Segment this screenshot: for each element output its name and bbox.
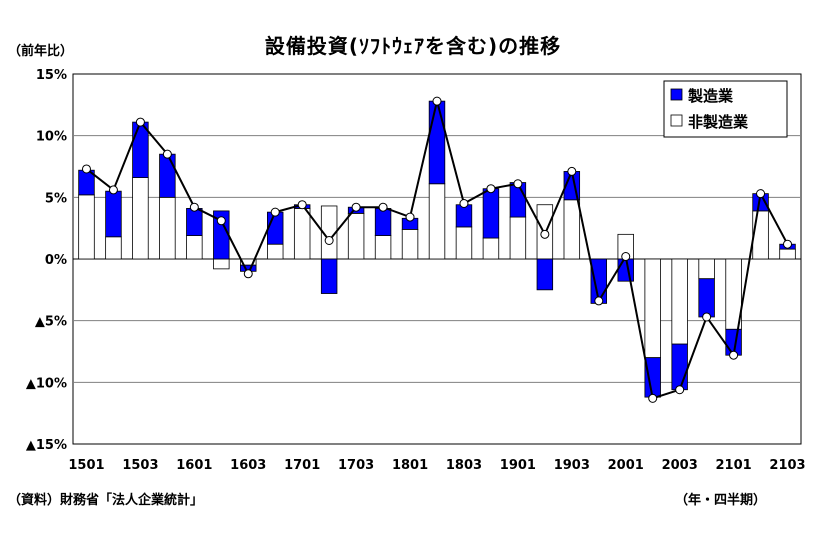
- bar-nonmanufacturing: [293, 208, 311, 260]
- point-total: [135, 117, 145, 127]
- x-tick-label: 1601: [176, 458, 212, 473]
- point-total: [378, 202, 388, 212]
- x-tick-label: 1503: [122, 458, 158, 473]
- bar-nonmanufacturing: [213, 258, 230, 270]
- bar-manufacturing: [132, 121, 149, 178]
- point-total: [297, 200, 307, 210]
- y-tick-label: 15%: [36, 68, 67, 83]
- bar-manufacturing: [374, 208, 392, 236]
- point-total: [270, 207, 280, 217]
- bar-nonmanufacturing: [347, 212, 365, 260]
- bar-nonmanufacturing: [428, 183, 446, 260]
- bar-nonmanufacturing: [644, 258, 661, 359]
- point-total: [540, 229, 550, 239]
- bar-manufacturing: [159, 153, 176, 198]
- bar-manufacturing: [267, 211, 284, 245]
- x-tick-label: 1501: [68, 458, 104, 473]
- y-tick-label: ▲5%: [35, 315, 67, 330]
- bar-manufacturing: [455, 204, 473, 228]
- point-total: [81, 164, 91, 174]
- point-total: [351, 202, 361, 212]
- x-tick-label: 2103: [769, 458, 805, 473]
- x-tick-label: 2101: [715, 458, 751, 473]
- legend: [663, 80, 788, 138]
- y-tick-label: 5%: [45, 191, 67, 206]
- y-axis-unit: （前年比）: [8, 44, 74, 59]
- chart-title: 設備投資(ｿﾌﾄｳｪｱを含む)の推移: [264, 34, 562, 58]
- point-total: [783, 239, 793, 249]
- x-tick-label: 1701: [284, 458, 320, 473]
- point-total: [189, 202, 199, 212]
- bar-nonmanufacturing: [482, 237, 500, 260]
- point-total: [648, 393, 658, 403]
- point-total: [702, 312, 712, 322]
- point-total: [432, 96, 442, 106]
- bar-nonmanufacturing: [671, 258, 688, 345]
- y-tick-label: 0%: [45, 253, 67, 268]
- bar-nonmanufacturing: [267, 243, 284, 260]
- bar-nonmanufacturing: [186, 235, 203, 260]
- bar-manufacturing: [671, 343, 688, 391]
- bar-nonmanufacturing: [374, 235, 392, 260]
- bar-nonmanufacturing: [698, 258, 715, 280]
- point-total: [486, 184, 496, 194]
- y-tick-label: ▲15%: [26, 438, 67, 453]
- bar-manufacturing: [428, 100, 446, 185]
- point-total: [405, 212, 415, 222]
- point-total: [567, 166, 577, 176]
- bar-nonmanufacturing: [509, 216, 527, 260]
- point-total: [756, 189, 766, 199]
- point-total: [324, 236, 334, 245]
- y-tick-label: 10%: [36, 130, 67, 145]
- point-total: [216, 216, 226, 226]
- x-tick-label: 1901: [500, 458, 536, 473]
- bar-manufacturing: [320, 258, 338, 294]
- bar-manufacturing: [698, 278, 715, 318]
- bar-manufacturing: [617, 258, 634, 282]
- bar-nonmanufacturing: [455, 226, 473, 260]
- bar-manufacturing: [186, 208, 203, 236]
- legend-swatch-nonmanufacturing: [670, 114, 683, 127]
- bar-nonmanufacturing: [752, 210, 769, 260]
- x-tick-label: 1903: [554, 458, 590, 473]
- bar-nonmanufacturing: [159, 196, 176, 260]
- point-total: [675, 385, 685, 395]
- bar-manufacturing: [536, 258, 554, 291]
- point-total: [459, 199, 469, 208]
- x-tick-label: 1703: [338, 458, 374, 473]
- point-total: [729, 350, 739, 360]
- legend-swatch-manufacturing: [670, 88, 683, 101]
- point-total: [108, 185, 118, 195]
- point-total: [162, 149, 172, 159]
- x-tick-label: 1803: [446, 458, 482, 473]
- legend-label-manufacturing: 製造業: [687, 87, 734, 105]
- x-tick-label: 1801: [392, 458, 428, 473]
- x-tick-label: 2003: [662, 458, 698, 473]
- bar-nonmanufacturing: [779, 248, 796, 260]
- bar-manufacturing: [105, 190, 122, 238]
- y-tick-label: ▲10%: [26, 376, 67, 391]
- x-tick-label: 2001: [608, 458, 644, 473]
- point-total: [621, 252, 631, 262]
- bar-nonmanufacturing: [563, 199, 581, 260]
- bar-nonmanufacturing: [132, 177, 149, 260]
- bar-nonmanufacturing: [401, 228, 419, 260]
- x-tick-label: 1603: [230, 458, 266, 473]
- bar-nonmanufacturing: [105, 236, 122, 260]
- point-total: [243, 269, 253, 279]
- bar-manufacturing: [644, 357, 661, 398]
- data-source: （資料）財務省「法人企業統計」: [8, 493, 204, 508]
- bar-manufacturing: [482, 188, 500, 239]
- x-axis-unit: （年・四半期）: [674, 493, 766, 508]
- point-total: [513, 179, 523, 189]
- point-total: [594, 296, 604, 306]
- legend-label-nonmanufacturing: 非製造業: [688, 113, 749, 131]
- bar-nonmanufacturing: [78, 194, 95, 260]
